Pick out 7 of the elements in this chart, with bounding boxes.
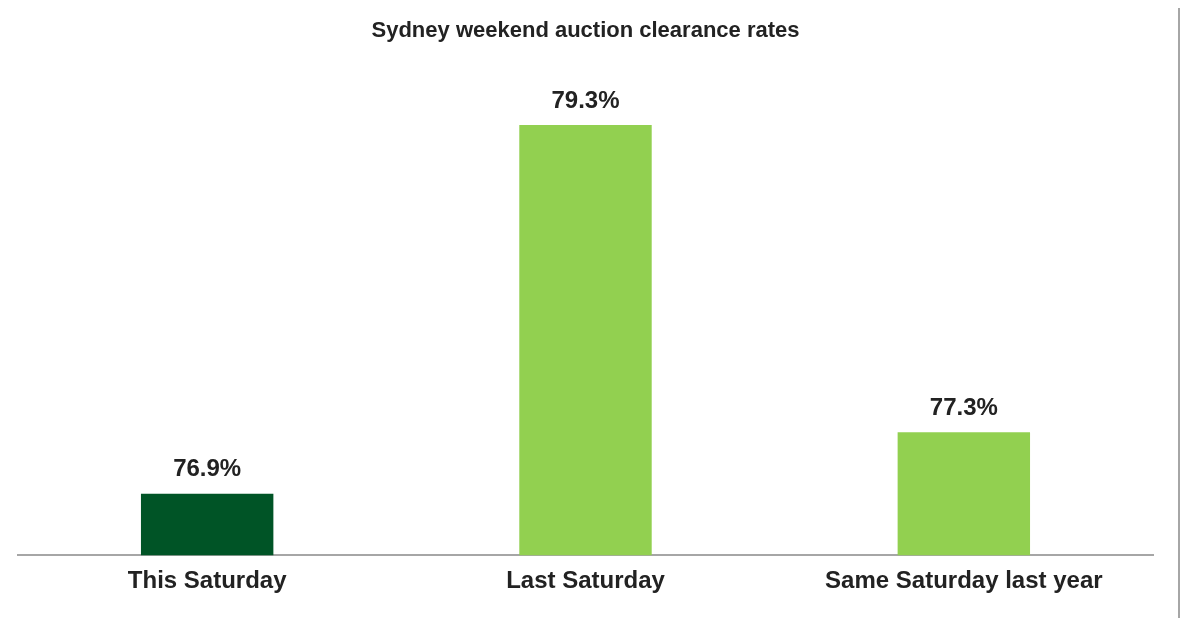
- data-label: 77.3%: [929, 392, 998, 420]
- x-tick-label: Last Saturday: [506, 566, 666, 594]
- data-label: 79.3%: [551, 85, 620, 113]
- x-tick-label: Same Saturday last year: [825, 566, 1103, 594]
- x-tick-label: This Saturday: [127, 566, 288, 594]
- chart-title: Sydney weekend auction clearance rates: [371, 17, 800, 43]
- data-label: 76.9%: [173, 454, 242, 482]
